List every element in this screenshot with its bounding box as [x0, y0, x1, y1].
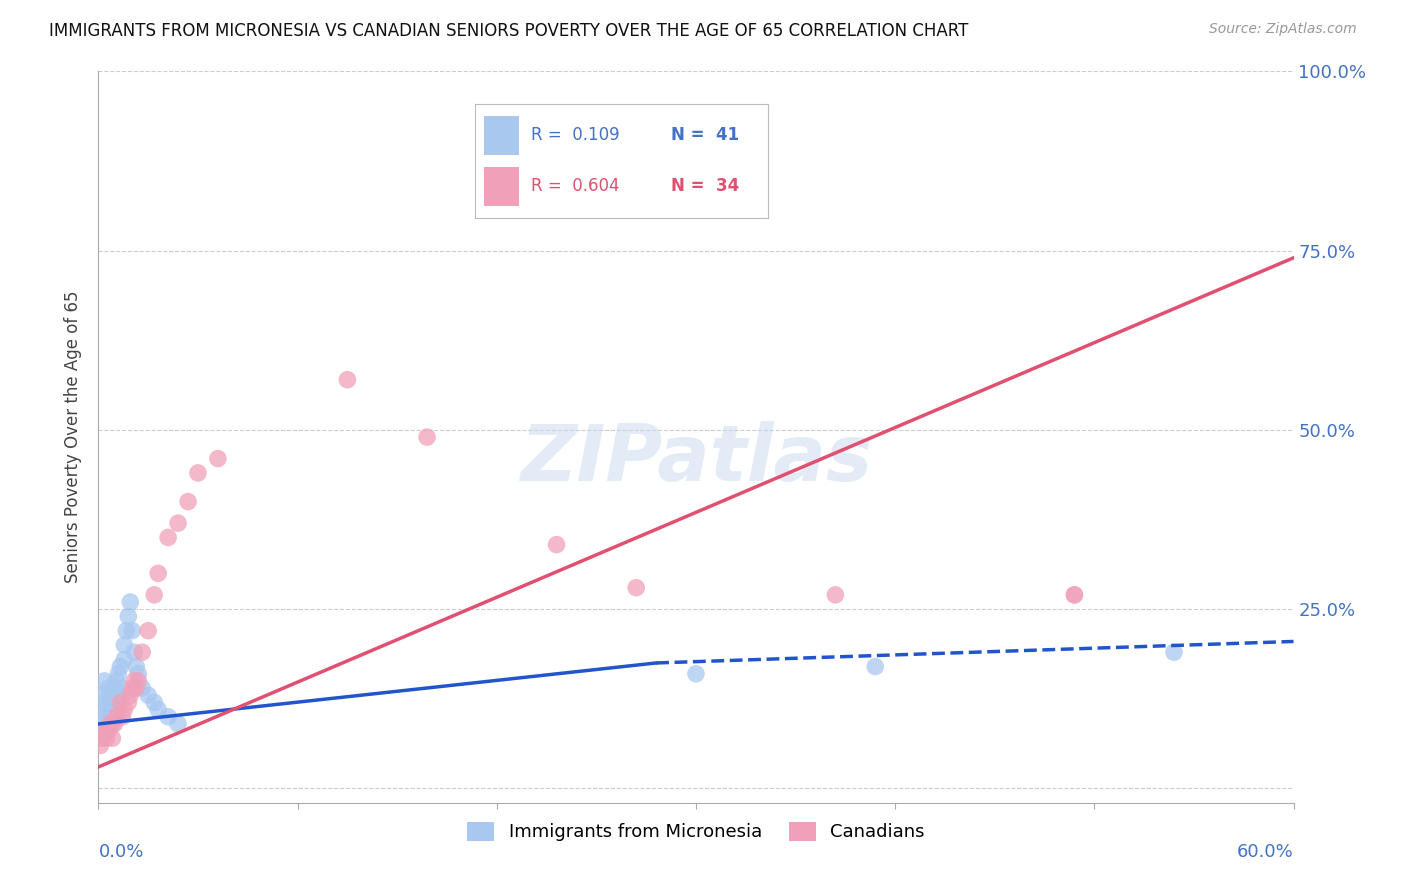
Text: Source: ZipAtlas.com: Source: ZipAtlas.com — [1209, 22, 1357, 37]
Point — [626, 581, 648, 595]
Point — [546, 538, 568, 552]
Point — [98, 688, 122, 702]
Point — [117, 609, 139, 624]
Text: 60.0%: 60.0% — [1237, 843, 1294, 861]
Point — [143, 588, 166, 602]
Point — [97, 681, 120, 695]
Point — [115, 624, 138, 638]
Point — [96, 731, 118, 746]
Point — [96, 702, 118, 716]
Point — [101, 717, 124, 731]
Point — [207, 451, 229, 466]
Point — [824, 588, 846, 602]
Point — [131, 645, 153, 659]
Point — [110, 695, 132, 709]
Point — [148, 566, 170, 581]
Point — [110, 688, 132, 702]
Point — [121, 681, 143, 695]
Point — [107, 710, 129, 724]
Point — [125, 681, 148, 695]
Point — [127, 673, 149, 688]
Point — [111, 681, 134, 695]
Point — [98, 717, 122, 731]
Point — [103, 681, 125, 695]
Point — [101, 695, 124, 709]
Point — [121, 624, 143, 638]
Text: ZIPatlas: ZIPatlas — [520, 421, 872, 497]
Point — [416, 430, 439, 444]
Point — [120, 688, 142, 702]
Point — [112, 638, 135, 652]
Point — [105, 710, 128, 724]
Point — [865, 659, 887, 673]
Point — [336, 373, 359, 387]
Text: 0.0%: 0.0% — [98, 843, 143, 861]
Point — [110, 659, 132, 673]
Legend: Immigrants from Micronesia, Canadians: Immigrants from Micronesia, Canadians — [460, 814, 932, 848]
Point — [124, 645, 146, 659]
Point — [177, 494, 200, 508]
Point — [91, 731, 114, 746]
Point — [93, 673, 115, 688]
Point — [107, 666, 129, 681]
Point — [111, 710, 134, 724]
Point — [93, 724, 115, 739]
Point — [103, 710, 125, 724]
Point — [157, 531, 180, 545]
Point — [107, 695, 129, 709]
Point — [124, 673, 146, 688]
Point — [89, 724, 111, 739]
Point — [93, 688, 115, 702]
Point — [131, 681, 153, 695]
Point — [187, 466, 209, 480]
Point — [112, 702, 135, 716]
Text: IMMIGRANTS FROM MICRONESIA VS CANADIAN SENIORS POVERTY OVER THE AGE OF 65 CORREL: IMMIGRANTS FROM MICRONESIA VS CANADIAN S… — [49, 22, 969, 40]
Y-axis label: Seniors Poverty Over the Age of 65: Seniors Poverty Over the Age of 65 — [65, 291, 83, 583]
Point — [97, 717, 120, 731]
Point — [105, 702, 128, 716]
Point — [89, 739, 111, 753]
Point — [91, 695, 114, 709]
Point — [127, 666, 149, 681]
Point — [1063, 588, 1085, 602]
Point — [136, 624, 159, 638]
Point — [167, 516, 190, 530]
Point — [148, 702, 170, 716]
Point — [97, 724, 120, 739]
Point — [167, 717, 190, 731]
Point — [685, 666, 707, 681]
Point — [125, 659, 148, 673]
Point — [96, 724, 118, 739]
Point — [112, 652, 135, 666]
Point — [1163, 645, 1185, 659]
Point — [105, 673, 128, 688]
Point — [93, 710, 115, 724]
Point — [143, 695, 166, 709]
Point — [91, 717, 114, 731]
Point — [120, 595, 142, 609]
Point — [136, 688, 159, 702]
Point — [1063, 588, 1085, 602]
Point — [103, 717, 125, 731]
Point — [157, 710, 180, 724]
Point — [98, 710, 122, 724]
Point — [101, 731, 124, 746]
Point — [117, 695, 139, 709]
